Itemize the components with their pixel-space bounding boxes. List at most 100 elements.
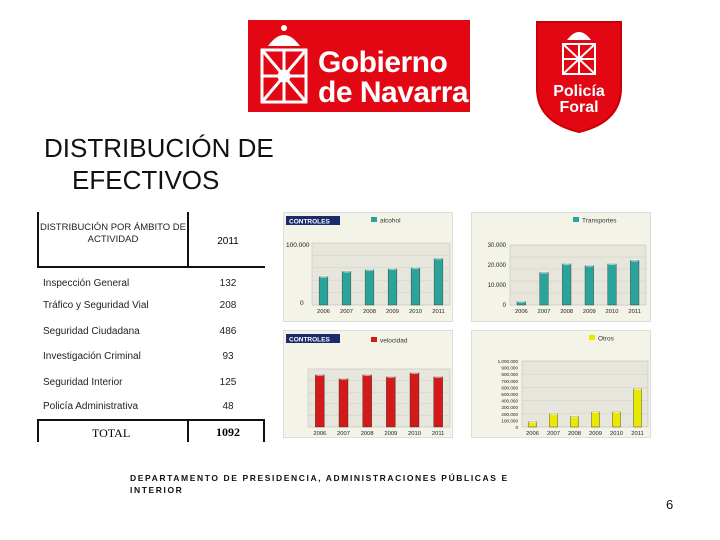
x-tick-label: 2011 [631,431,643,437]
bar [570,416,579,428]
bar [387,268,398,306]
bar-cap [339,377,348,380]
x-tick-label: 2006 [526,431,539,437]
chart-alcohol: CONTROLES alcohol 100.000 0 2006 2007 2008 2009… [283,212,453,322]
row-label: Seguridad Interior [43,377,123,388]
bar-cap [549,412,558,416]
title-line2: EFECTIVOS [72,165,220,195]
x-tick-label: 2010 [408,431,421,437]
chart-alcohol-svg: CONTROLES alcohol 100.000 0 2006 2007 2008 2009… [286,216,451,315]
gobierno-navarra-logo [248,20,470,112]
distribution-table: DISTRIBUCIÓN POR ÁMBITO DE ACTIVIDAD 201… [37,212,265,442]
bar [433,258,444,306]
chart-velocidad: CONTROLES velocidad 2006 2007 2008 2009 2010 20… [283,330,453,438]
legend-swatch [589,335,595,340]
y-tick-label: 700.000 [501,379,518,384]
x-tick-label: 2006 [317,309,330,315]
row-label: Investigación Criminal [43,351,141,362]
x-tick-label: 2011 [432,431,444,437]
table-row: Seguridad Ciudadana 486 [37,322,265,342]
bar-cap [411,266,420,270]
bar-cap [319,275,328,278]
x-tick-label: 2009 [384,431,397,437]
bar-cap [517,300,526,303]
bar-cap [633,387,642,391]
slide-title: DISTRIBUCIÓN DE EFECTIVOS [44,132,274,196]
legend-swatch [573,217,579,222]
y-tick-label: 10.000 [488,283,507,289]
bar [612,411,621,428]
gobierno-navarra-wordmark: Gobierno de Navarra [318,48,469,108]
table-row: Investigación Criminal 93 [37,347,265,367]
row-label: Inspección General [43,278,130,289]
bar [341,271,352,306]
legend-label: alcohol [380,218,401,225]
bar-cap [386,375,396,379]
y-tick-label: 600.000 [501,385,518,390]
policia-line1: Policía [553,83,605,100]
shield-icon [536,21,622,134]
bar-cap [585,264,594,267]
y-tick-label: 20.000 [488,263,507,269]
bar-cap [342,270,351,273]
chart-tag-bg [286,216,340,225]
table-row: Tráfico y Seguridad Vial 208 [37,296,265,316]
chart-transportes: Transportes 30.000 20.000 10.000 0 2006 2007 20… [471,212,651,322]
legend-swatch [371,217,377,222]
bar-cap [562,262,571,266]
bar [410,267,421,306]
plot-area [521,360,649,428]
bar-cap [528,420,537,424]
chart-tag: CONTROLES [289,219,330,226]
y-tick-label: 30.000 [488,243,507,249]
x-tick-label: 2008 [568,431,581,437]
bar-cap [612,410,621,414]
row-value: 208 [219,300,237,311]
y-tick-label: 200.000 [501,412,518,417]
plot-area [509,244,647,306]
y-tick-label: 300.000 [501,405,518,410]
bar-cap [434,257,443,260]
policia-foral-logo [535,20,623,134]
row-value: 93 [222,351,234,362]
bar-cap [362,373,372,377]
x-tick-label: 2010 [606,309,619,315]
bar-cap [365,268,374,272]
bar-cap [388,267,397,271]
y-tick-label: 900.000 [501,366,518,371]
chart-transportes-svg: Transportes 30.000 20.000 10.000 0 2006 2007 20… [488,217,647,315]
legend-label: velocidad [380,338,408,345]
x-tick-label: 2010 [409,309,422,315]
chart-tag: CONTROLES [289,337,330,344]
plot-area [307,368,451,428]
bar-cap [607,262,617,266]
bar [607,263,617,306]
title-line1: DISTRIBUCIÓN DE [44,133,274,163]
bar [386,376,396,428]
bar [591,411,600,428]
legend-swatch [371,337,377,342]
x-tick-label: 2011 [432,309,444,315]
bar [562,263,572,306]
row-value: 132 [219,278,237,289]
table-row: Seguridad Interior 125 [37,373,265,393]
y-tick-label: 100.000 [501,418,518,423]
row-value: 125 [219,377,237,388]
bar [364,269,375,306]
x-tick-label: 2008 [560,309,573,315]
y-tick-label: 1.000.000 [498,359,519,364]
y-tick-label: 400.000 [501,399,518,404]
bar-cap [410,371,419,375]
x-tick-label: 2007 [340,309,353,315]
chart-tag-bg [286,334,340,343]
y-tick-label: 0 [515,425,518,430]
table-header: DISTRIBUCIÓN POR ÁMBITO DE ACTIVIDAD 201… [37,212,265,268]
bar-cap [591,410,600,414]
x-tick-label: 2009 [386,309,399,315]
legend-label: Otros [598,336,615,343]
policia-foral-wordmark: Policía Foral [545,84,613,116]
x-tick-label: 2009 [583,309,596,315]
x-tick-label: 2008 [361,431,374,437]
bar-cap [570,415,579,418]
